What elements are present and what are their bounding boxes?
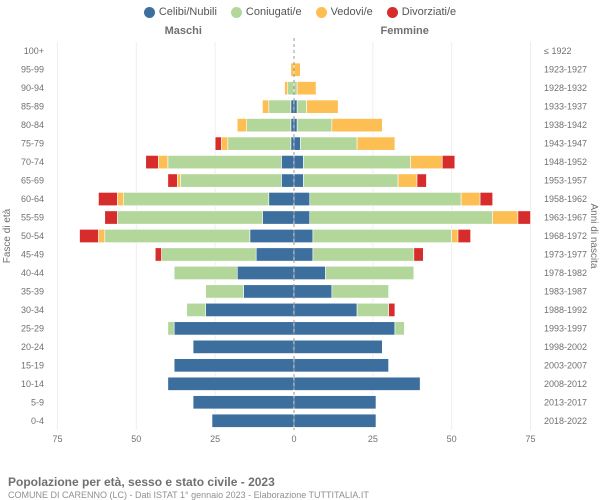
- svg-text:100+: 100+: [24, 46, 44, 56]
- legend-label: Coniugati/e: [246, 6, 302, 18]
- legend-item-celibi: Celibi/Nubili: [144, 6, 217, 18]
- legend-label: Celibi/Nubili: [159, 6, 217, 18]
- svg-text:0-4: 0-4: [31, 416, 44, 426]
- footer-subtitle: COMUNE DI CARENNO (LC) - Dati ISTAT 1° g…: [8, 490, 592, 500]
- svg-text:25: 25: [368, 434, 378, 444]
- svg-text:75: 75: [526, 434, 536, 444]
- svg-text:2008-2012: 2008-2012: [544, 379, 587, 389]
- svg-text:50: 50: [447, 434, 457, 444]
- svg-text:70-74: 70-74: [21, 157, 44, 167]
- svg-text:1933-1937: 1933-1937: [544, 102, 587, 112]
- svg-text:1938-1942: 1938-1942: [544, 120, 587, 130]
- svg-text:75-79: 75-79: [21, 139, 44, 149]
- svg-text:Fasce di età: Fasce di età: [2, 208, 13, 263]
- svg-text:0: 0: [291, 434, 296, 444]
- svg-text:1988-1992: 1988-1992: [544, 305, 587, 315]
- svg-text:20-24: 20-24: [21, 342, 44, 352]
- svg-text:90-94: 90-94: [21, 83, 44, 93]
- svg-text:2013-2017: 2013-2017: [544, 397, 587, 407]
- population-pyramid-chart: Celibi/Nubili Coniugati/e Vedovi/e Divor…: [0, 0, 600, 500]
- svg-text:5-9: 5-9: [31, 397, 44, 407]
- svg-text:1983-1987: 1983-1987: [544, 286, 587, 296]
- svg-text:35-39: 35-39: [21, 286, 44, 296]
- pyramid-plot: 75 50 25 0 25 50 75 Maschi Femmine Fasce di età An…: [0, 20, 600, 460]
- svg-text:45-49: 45-49: [21, 249, 44, 259]
- legend-item-divorziati: Divorziati/e: [387, 6, 456, 18]
- svg-text:1958-1962: 1958-1962: [544, 194, 587, 204]
- svg-text:95-99: 95-99: [21, 65, 44, 75]
- svg-text:1968-1972: 1968-1972: [544, 231, 587, 241]
- legend-swatch: [144, 7, 155, 18]
- legend-item-vedovi: Vedovi/e: [316, 6, 373, 18]
- svg-text:1943-1947: 1943-1947: [544, 139, 587, 149]
- svg-text:2018-2022: 2018-2022: [544, 416, 587, 426]
- legend-swatch: [231, 7, 242, 18]
- footer: Popolazione per età, sesso e stato civil…: [8, 475, 592, 500]
- svg-text:Anni di nascita: Anni di nascita: [588, 203, 599, 268]
- svg-text:80-84: 80-84: [21, 120, 44, 130]
- legend-label: Vedovi/e: [331, 6, 373, 18]
- legend-swatch: [316, 7, 327, 18]
- svg-text:Maschi: Maschi: [165, 25, 202, 37]
- svg-text:Femmine: Femmine: [381, 25, 429, 37]
- svg-text:25: 25: [210, 434, 220, 444]
- legend-label: Divorziati/e: [402, 6, 456, 18]
- svg-text:≤ 1922: ≤ 1922: [544, 46, 571, 56]
- svg-text:40-44: 40-44: [21, 268, 44, 278]
- svg-text:1948-1952: 1948-1952: [544, 157, 587, 167]
- legend: Celibi/Nubili Coniugati/e Vedovi/e Divor…: [0, 0, 600, 20]
- svg-text:1953-1957: 1953-1957: [544, 176, 587, 186]
- svg-text:50: 50: [131, 434, 141, 444]
- legend-item-coniugati: Coniugati/e: [231, 6, 302, 18]
- svg-text:1998-2002: 1998-2002: [544, 342, 587, 352]
- footer-title: Popolazione per età, sesso e stato civil…: [8, 475, 592, 489]
- legend-swatch: [387, 7, 398, 18]
- svg-text:1993-1997: 1993-1997: [544, 323, 587, 333]
- svg-text:1963-1967: 1963-1967: [544, 213, 587, 223]
- svg-text:2003-2007: 2003-2007: [544, 360, 587, 370]
- svg-text:10-14: 10-14: [21, 379, 44, 389]
- svg-text:75: 75: [52, 434, 62, 444]
- svg-text:65-69: 65-69: [21, 176, 44, 186]
- svg-text:25-29: 25-29: [21, 323, 44, 333]
- svg-text:30-34: 30-34: [21, 305, 44, 315]
- svg-text:50-54: 50-54: [21, 231, 44, 241]
- svg-text:15-19: 15-19: [21, 360, 44, 370]
- svg-text:1923-1927: 1923-1927: [544, 65, 587, 75]
- svg-text:55-59: 55-59: [21, 213, 44, 223]
- svg-text:1978-1982: 1978-1982: [544, 268, 587, 278]
- svg-text:85-89: 85-89: [21, 102, 44, 112]
- svg-text:1928-1932: 1928-1932: [544, 83, 587, 93]
- svg-text:60-64: 60-64: [21, 194, 44, 204]
- svg-text:1973-1977: 1973-1977: [544, 249, 587, 259]
